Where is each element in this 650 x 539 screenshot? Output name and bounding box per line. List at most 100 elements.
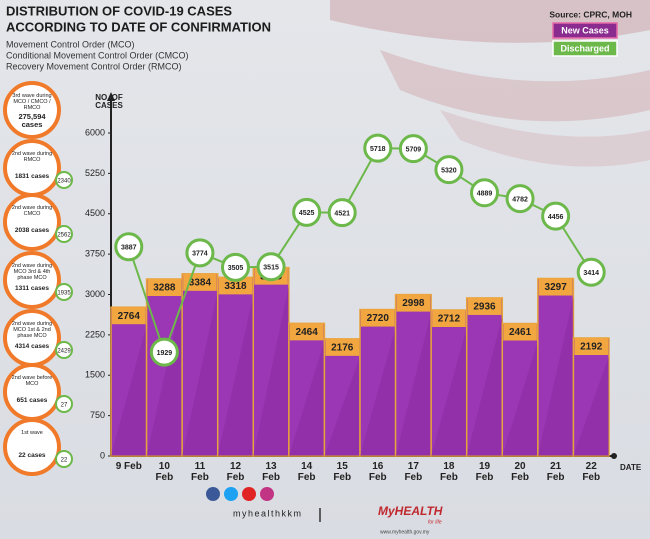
legend-box bbox=[552, 22, 618, 39]
flag-stripe bbox=[440, 110, 650, 167]
value-label: 2461 bbox=[509, 327, 532, 338]
marker-label: 5320 bbox=[441, 167, 457, 174]
x-tick-label: 11 Feb bbox=[191, 461, 209, 483]
x-tick-label: 19 Feb bbox=[475, 461, 494, 483]
wave-cases: 651 cases bbox=[16, 397, 48, 404]
marker-label: 3414 bbox=[583, 270, 599, 277]
y-tick-label: 3750 bbox=[85, 249, 105, 259]
brand: MyHEALTH bbox=[378, 504, 443, 518]
social-icon[interactable] bbox=[242, 487, 256, 501]
wave-cases: 2038 cases bbox=[14, 227, 50, 234]
bar-shade bbox=[253, 285, 289, 456]
value-label-box bbox=[432, 310, 466, 328]
marker bbox=[470, 178, 499, 208]
bar-shade bbox=[360, 327, 396, 456]
x-tick-label: 21 Feb bbox=[546, 461, 565, 483]
axis-dot bbox=[611, 453, 617, 459]
discharge-count: 2429 bbox=[57, 349, 71, 355]
value-label-box bbox=[467, 297, 502, 315]
x-axis-label: DATE bbox=[620, 463, 642, 472]
marker-label: 3515 bbox=[263, 265, 279, 272]
marker-label: 4456 bbox=[548, 214, 564, 221]
marker bbox=[292, 197, 322, 227]
discharge-badge bbox=[55, 341, 73, 359]
value-label-box bbox=[147, 278, 182, 296]
value-label-box bbox=[289, 323, 324, 341]
bar-shade bbox=[502, 341, 538, 456]
discharge-count: 1935 bbox=[57, 291, 71, 297]
wave-cases: 275,594 cases bbox=[18, 112, 46, 129]
value-label-box bbox=[396, 294, 431, 312]
y-tick-label: 3000 bbox=[85, 289, 105, 299]
wave-label: 2nd wave during CMCO bbox=[11, 205, 53, 217]
value-label: 3384 bbox=[189, 277, 212, 288]
bar bbox=[359, 308, 397, 457]
marker bbox=[576, 257, 606, 287]
marker bbox=[434, 155, 464, 185]
value-label: 3318 bbox=[224, 281, 247, 292]
discharge-badge bbox=[55, 395, 73, 413]
url: www.myhealth.gov.my bbox=[380, 529, 430, 535]
title: DISTRIBUTION OF COVID-19 CASES bbox=[6, 3, 232, 18]
wave-label: 2nd wave before MCO bbox=[11, 375, 53, 387]
wave-label: 2nd wave during RMCO bbox=[11, 151, 53, 163]
subtitle: Movement Control Order (MCO) bbox=[6, 39, 135, 49]
marker bbox=[505, 184, 535, 214]
axis-arrow bbox=[107, 92, 115, 101]
wave-cases: 1311 cases bbox=[15, 285, 49, 292]
discharge-badge bbox=[55, 283, 73, 301]
wave-circle bbox=[3, 81, 61, 139]
bar-shade bbox=[111, 325, 147, 456]
wave-cases: 22 cases bbox=[18, 452, 46, 459]
footer-handle: myhealthkkm bbox=[233, 508, 303, 518]
flag-stripe bbox=[380, 50, 650, 122]
marker bbox=[185, 238, 215, 268]
tagline: for life bbox=[428, 519, 442, 525]
value-label: 2936 bbox=[473, 302, 496, 313]
marker bbox=[541, 201, 571, 231]
y-tick-label: 0 bbox=[100, 450, 105, 460]
x-tick-label: 9 Feb bbox=[115, 461, 142, 472]
social-icon[interactable] bbox=[260, 487, 274, 501]
social-icon[interactable] bbox=[224, 487, 238, 501]
bar-shade bbox=[217, 295, 254, 456]
value-label: 2712 bbox=[438, 314, 461, 325]
bar-shade bbox=[466, 315, 503, 456]
wave-circle bbox=[3, 139, 61, 197]
wave-label: 2nd wave during MCO 3rd & 4th phase MCO bbox=[11, 263, 53, 281]
x-tick-label: 18 Feb bbox=[440, 461, 458, 483]
wave-label: 2nd wave during MCO 1st & 2nd phase MCO bbox=[11, 321, 53, 339]
value-label: 3288 bbox=[153, 283, 176, 294]
wave-cases: 4314 cases bbox=[14, 343, 50, 350]
subtitle: Conditional Movement Control Order (CMCO… bbox=[6, 50, 189, 60]
value-label-box bbox=[218, 277, 253, 295]
bar-shade bbox=[573, 355, 609, 456]
marker bbox=[327, 198, 357, 228]
x-tick-label: 12 Feb bbox=[226, 461, 245, 483]
social-icon[interactable] bbox=[206, 487, 220, 501]
subtitle: Recovery Movement Control Order (RMCO) bbox=[6, 61, 182, 71]
marker bbox=[114, 232, 144, 262]
x-tick-label: 16 Feb bbox=[368, 461, 387, 483]
discharge-count: 27 bbox=[61, 403, 68, 409]
value-label-box bbox=[325, 338, 359, 356]
y-tick-label: 1500 bbox=[85, 370, 105, 380]
value-label-box bbox=[538, 278, 573, 296]
bar-shade bbox=[182, 291, 218, 456]
value-label: 2764 bbox=[118, 311, 141, 322]
discharge-count: 2562 bbox=[57, 233, 71, 239]
marker bbox=[256, 252, 286, 282]
wave-label: 1st wave bbox=[21, 430, 43, 436]
value-label-box bbox=[112, 307, 146, 325]
marker bbox=[149, 337, 179, 367]
discharge-count: 2340 bbox=[57, 179, 71, 185]
y-tick-label: 2250 bbox=[85, 329, 105, 339]
marker-label: 5709 bbox=[406, 147, 422, 154]
value-label-box bbox=[361, 309, 395, 327]
bar-shade bbox=[146, 296, 183, 456]
y-tick-label: 4500 bbox=[85, 208, 105, 218]
marker-label: 3505 bbox=[228, 265, 244, 272]
value-label: 2176 bbox=[331, 342, 354, 353]
